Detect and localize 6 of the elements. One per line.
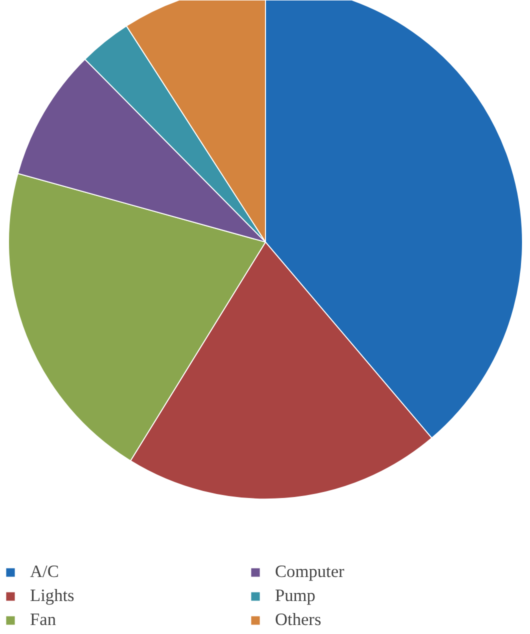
- legend-label: Fan: [30, 610, 57, 630]
- legend-label: Pump: [275, 586, 316, 606]
- legend-label: Others: [275, 610, 322, 630]
- legend-label: A/C: [30, 562, 60, 582]
- legend-label: Lights: [30, 586, 76, 606]
- legend-label: Computer: [275, 562, 346, 582]
